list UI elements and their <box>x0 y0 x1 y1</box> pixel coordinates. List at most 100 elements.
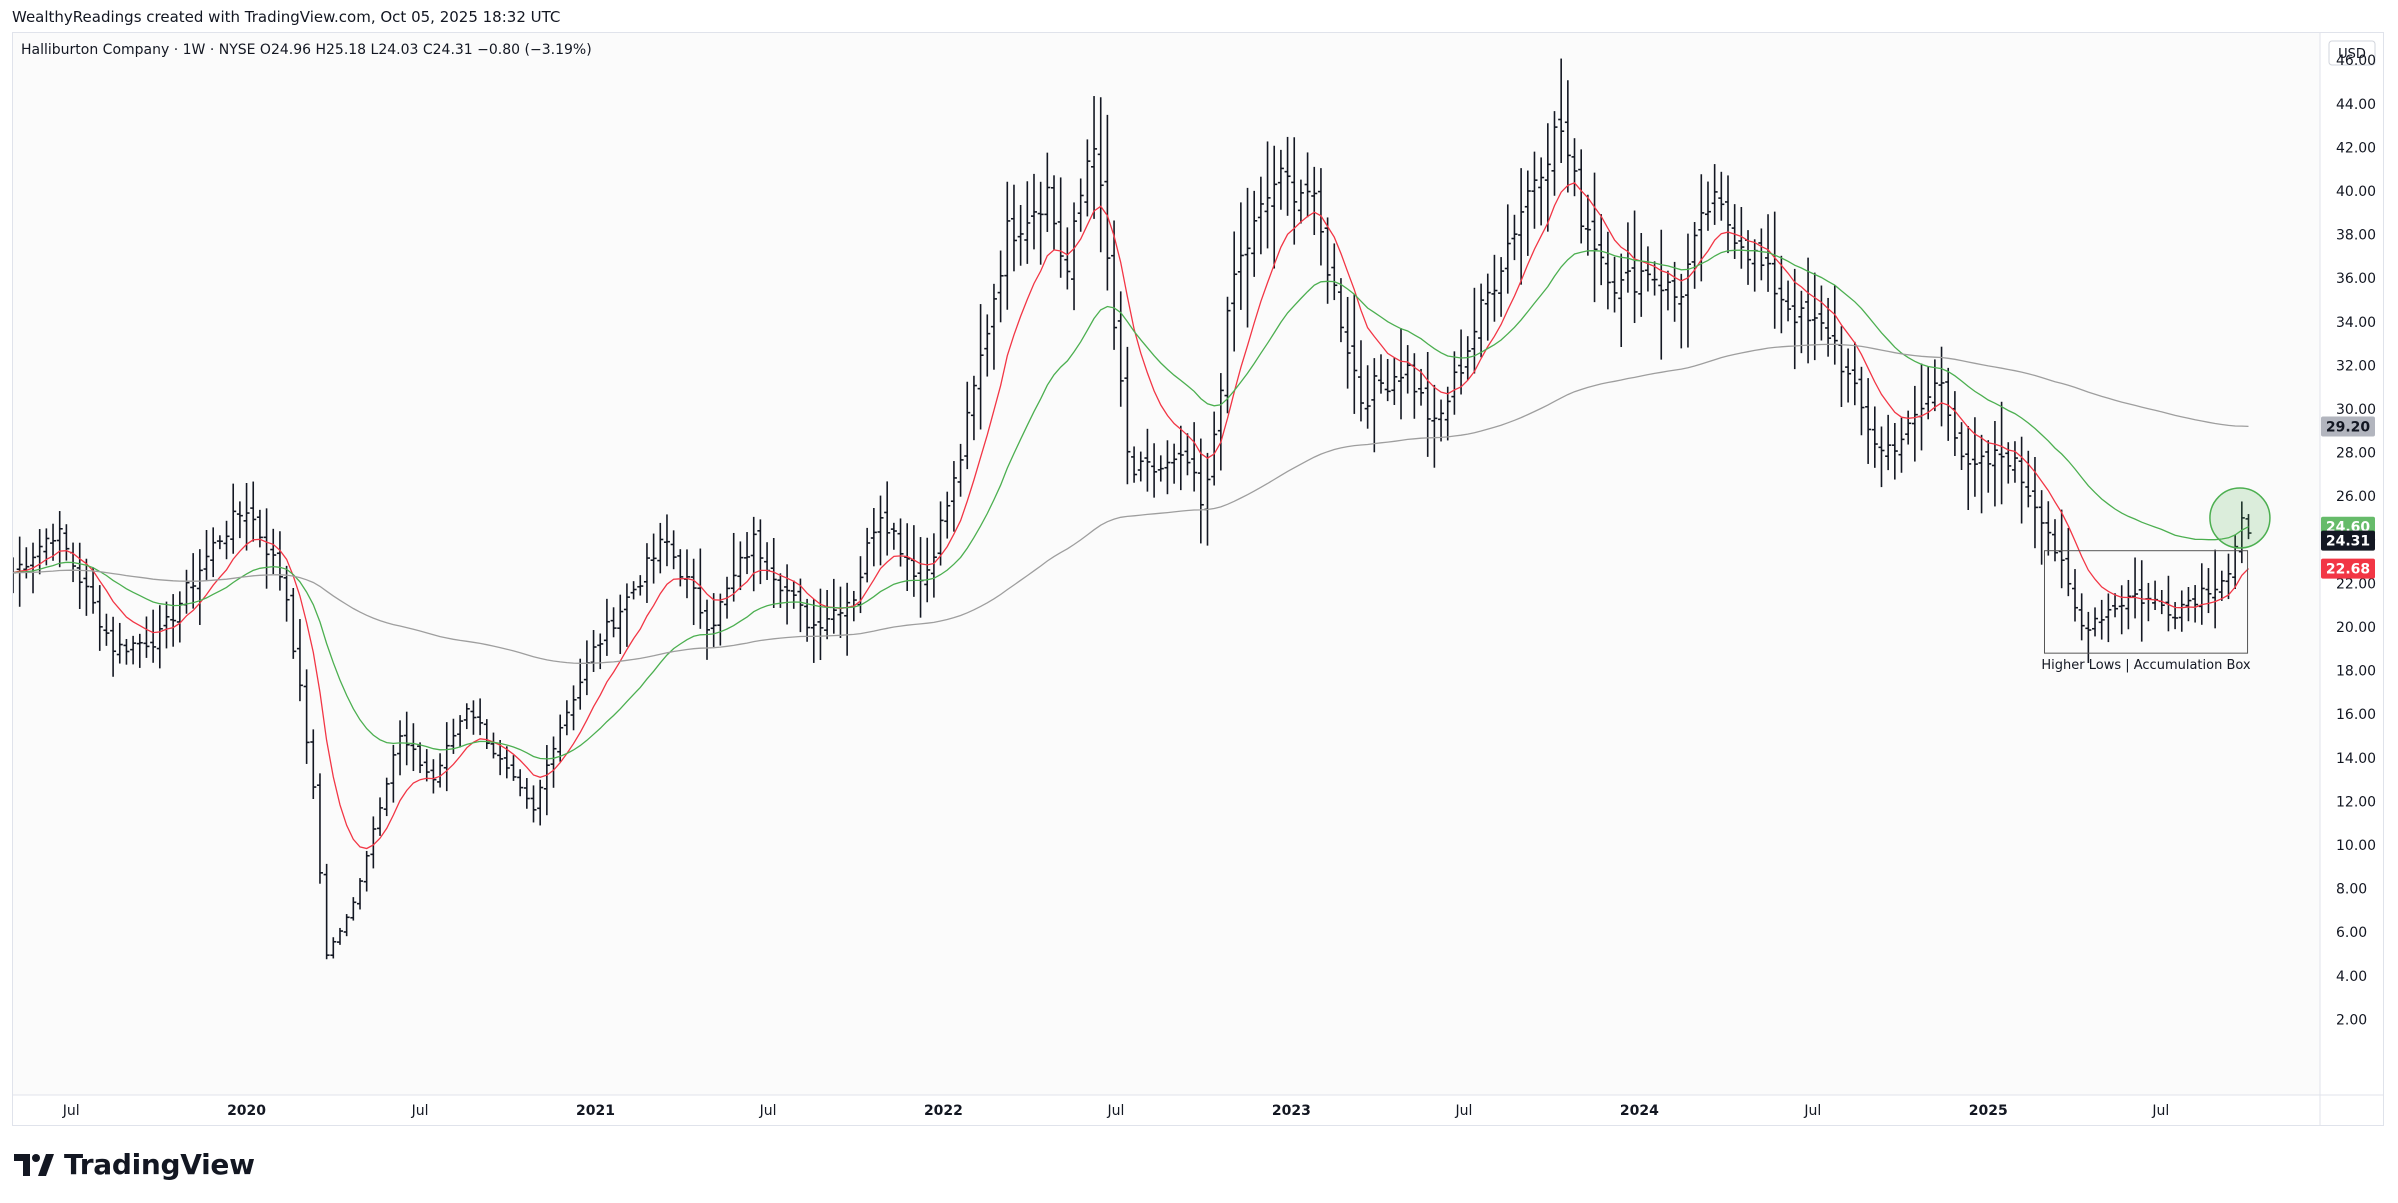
ohlc-bar <box>1658 229 1665 360</box>
brand[interactable]: TradingView <box>14 1148 255 1181</box>
ohlc-bar <box>2172 602 2179 630</box>
ohlc-bar <box>1404 345 1411 394</box>
ohlc-bar <box>463 703 470 730</box>
ohlc-bar <box>1264 141 1271 249</box>
chart-credit: WealthyReadings created with TradingView… <box>12 8 561 26</box>
ohlc-bar <box>196 549 203 625</box>
ohlc-bar <box>1304 152 1311 218</box>
ohlc-bar <box>1177 425 1184 491</box>
ohlc-bar <box>1845 348 1852 403</box>
ohlc-bar <box>2018 436 2025 524</box>
ohlc-bar <box>1591 172 1598 303</box>
ohlc-bar <box>1458 329 1465 395</box>
ohlc-bar <box>1578 149 1585 244</box>
x-tick-label: 2024 <box>1620 1103 1659 1119</box>
ohlc-bar <box>1724 175 1731 254</box>
y-tick-label: 40.00 <box>2336 184 2376 200</box>
y-tick-label: 6.00 <box>2336 925 2367 941</box>
ohlc-bar <box>1851 341 1858 406</box>
ma-mid-line <box>12 249 2249 760</box>
ohlc-bar <box>290 588 297 659</box>
ohlc-bar <box>984 314 991 377</box>
ohlc-bar <box>1391 357 1398 405</box>
ohlc-bar <box>1905 410 1912 445</box>
ohlc-bar <box>1571 138 1578 197</box>
ohlc-bar <box>1551 111 1558 196</box>
ohlc-bar <box>1151 443 1158 498</box>
ohlc-bar <box>1618 253 1625 348</box>
ohlc-bar <box>1124 346 1131 485</box>
ohlc-bar <box>1965 425 1972 510</box>
ma-fast-line <box>12 182 2249 850</box>
ohlc-bar <box>1424 351 1431 457</box>
ohlc-bar <box>1171 443 1178 484</box>
ohlc-bar <box>1704 181 1711 231</box>
ohlc-bar <box>330 937 337 959</box>
ohlc-bar <box>877 495 884 566</box>
ohlc-bar <box>390 744 397 803</box>
ohlc-bar <box>1377 354 1384 394</box>
ohlc-bar <box>1898 417 1905 473</box>
ohlc-bar <box>1357 340 1364 422</box>
ohlc-bar <box>110 616 117 677</box>
ohlc-bar <box>1144 428 1151 492</box>
ohlc-bar <box>1871 406 1878 468</box>
ohlc-bar <box>2138 560 2145 642</box>
y-tick-label: 36.00 <box>2336 271 2376 287</box>
ohlc-bar <box>397 720 404 776</box>
ohlc-bar <box>316 773 323 884</box>
ohlc-bar <box>1598 214 1605 286</box>
ohlc-bar <box>210 527 217 578</box>
ohlc-bar <box>997 250 1004 323</box>
ohlc-bar <box>1017 205 1024 266</box>
ohlc-bar <box>1384 358 1391 402</box>
ohlc-bar <box>1077 178 1084 232</box>
ohlc-bar <box>670 530 677 570</box>
ma-slow-line <box>12 343 2249 664</box>
ohlc-bar <box>2072 569 2079 622</box>
y-tick-label: 28.00 <box>2336 446 2376 462</box>
ohlc-bar <box>50 523 57 561</box>
ohlc-bar <box>1538 157 1545 226</box>
y-tick-label: 44.00 <box>2336 97 2376 113</box>
ohlc-bar <box>2198 563 2205 625</box>
ohlc-bar <box>1104 114 1111 291</box>
ohlc-bar <box>163 601 170 649</box>
ohlc-bar <box>103 613 110 646</box>
y-tick-label: 10.00 <box>2336 838 2376 854</box>
breakout-circle <box>2209 487 2271 549</box>
ohlc-bar <box>1164 440 1171 495</box>
ohlc-bar <box>1978 434 1985 514</box>
ohlc-bar <box>1344 296 1351 389</box>
ohlc-bar <box>1558 58 1565 163</box>
ohlc-bar <box>1291 137 1298 245</box>
ohlc-bar <box>2238 501 2245 564</box>
ohlc-bar <box>470 700 477 735</box>
ohlc-bar <box>730 532 737 602</box>
ohlc-bar <box>1137 451 1144 482</box>
ohlc-bar <box>704 599 711 660</box>
ohlc-bar <box>76 542 83 609</box>
ohlc-bar <box>2112 593 2119 618</box>
ohlc-bar <box>1504 204 1511 294</box>
ohlc-bar <box>550 736 557 788</box>
price-chart[interactable]: Halliburton Company · 1W · NYSE O24.96 H… <box>10 33 2383 1125</box>
ohlc-bar <box>2078 593 2085 641</box>
ohlc-bar <box>870 508 877 567</box>
ohlc-bar <box>737 541 744 591</box>
ohlc-bar <box>243 482 250 551</box>
ohlc-bar <box>1257 176 1264 255</box>
ohlc-bar <box>1197 438 1204 544</box>
ohlc-bar <box>1778 255 1785 334</box>
ohlc-bar <box>1117 291 1124 407</box>
ohlc-bar <box>1371 358 1378 453</box>
ohlc-bar <box>744 532 751 575</box>
ohlc-bar <box>1471 287 1478 374</box>
x-tick-label: 2025 <box>1969 1103 2008 1119</box>
ohlc-bar <box>123 638 130 665</box>
symbol-legend: Halliburton Company · 1W · NYSE O24.96 H… <box>21 42 592 58</box>
ohlc-bar <box>250 481 257 542</box>
ohlc-bar <box>1351 294 1358 414</box>
ohlc-bar <box>617 594 624 655</box>
ohlc-bar <box>817 588 824 661</box>
